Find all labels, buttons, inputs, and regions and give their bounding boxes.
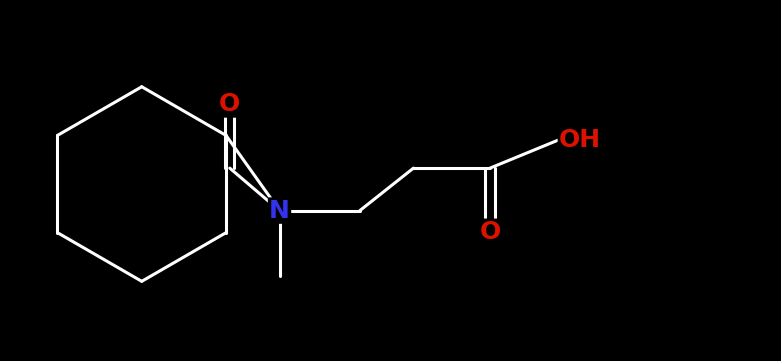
Text: O: O	[480, 220, 501, 244]
Text: O: O	[219, 92, 241, 117]
Text: OH: OH	[559, 128, 601, 152]
Text: N: N	[269, 199, 290, 223]
